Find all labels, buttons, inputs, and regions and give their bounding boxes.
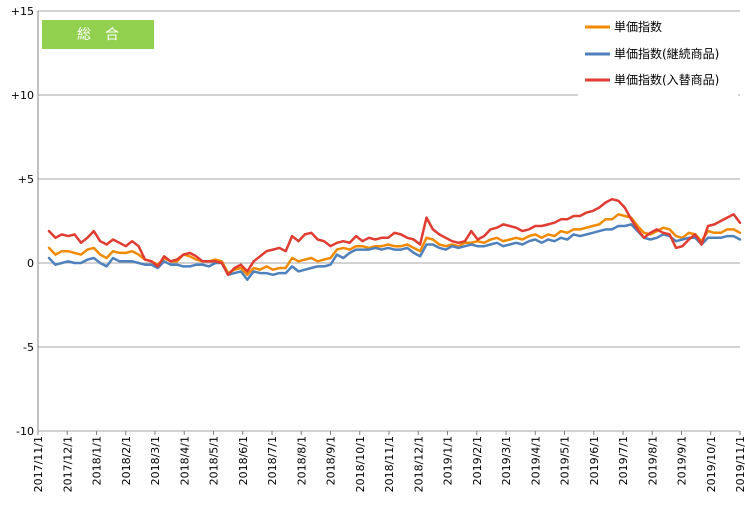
legend: 単価指数 単価指数(継続商品) 単価指数(入替商品) bbox=[578, 16, 738, 96]
legend-label-2: 単価指数(入替商品) bbox=[614, 72, 719, 87]
x-tick-label-3: 2018/2/1 bbox=[120, 436, 133, 485]
x-tick-label-8: 2018/7/1 bbox=[266, 436, 279, 485]
legend-background bbox=[578, 16, 738, 96]
badge: 総 合 bbox=[42, 20, 154, 49]
x-tick-label-2: 2018/1/1 bbox=[91, 436, 104, 485]
y-axis: +15 +10 +5 0 -5 -10 bbox=[11, 5, 39, 438]
x-tick-label-24: 2019/11/1 bbox=[734, 436, 745, 492]
legend-label-0: 単価指数 bbox=[614, 19, 662, 34]
y-tick-label-3: 0 bbox=[27, 257, 34, 270]
x-tick-label-22: 2019/9/1 bbox=[676, 436, 689, 485]
series-line-1 bbox=[47, 223, 742, 282]
x-tick-label-17: 2019/4/1 bbox=[529, 436, 542, 485]
x-tick-label-10: 2018/9/1 bbox=[325, 436, 338, 485]
x-tick-label-18: 2019/5/1 bbox=[559, 436, 572, 485]
y-tick-label-1: +10 bbox=[11, 89, 34, 102]
x-tick-label-1: 2017/12/1 bbox=[61, 436, 74, 492]
series-lines bbox=[47, 197, 742, 282]
x-tick-label-12: 2018/11/1 bbox=[383, 436, 396, 492]
x-tick-label-0: 2017/11/1 bbox=[32, 436, 45, 492]
y-tick-label-4: -5 bbox=[23, 341, 34, 354]
x-axis: 2017/11/1 2017/12/1 2018/1/1 2018/2/1 2018/3… bbox=[32, 431, 745, 492]
x-tick-label-21: 2019/8/1 bbox=[646, 436, 659, 485]
x-tick-label-11: 2018/10/1 bbox=[354, 436, 367, 492]
x-tick-label-15: 2019/2/1 bbox=[471, 436, 484, 485]
y-tick-label-2: +5 bbox=[18, 173, 34, 186]
x-tick-label-5: 2018/4/1 bbox=[178, 436, 191, 485]
series-line-2 bbox=[47, 197, 742, 277]
x-tick-label-20: 2019/7/1 bbox=[617, 436, 630, 485]
x-tick-label-7: 2018/6/1 bbox=[237, 436, 250, 485]
badge-background bbox=[42, 20, 154, 49]
x-tick-label-16: 2019/3/1 bbox=[500, 436, 513, 485]
x-tick-label-13: 2018/12/1 bbox=[412, 436, 425, 492]
x-tick-label-4: 2018/3/1 bbox=[149, 436, 162, 485]
x-tick-label-14: 2019/1/1 bbox=[442, 436, 455, 485]
x-tick-label-19: 2019/6/1 bbox=[588, 436, 601, 485]
badge-label: 総 合 bbox=[77, 27, 119, 43]
x-tick-label-6: 2018/5/1 bbox=[208, 436, 221, 485]
y-tick-label-0: +15 bbox=[11, 5, 34, 18]
x-tick-label-23: 2019/10/1 bbox=[705, 436, 718, 492]
y-tick-label-5: -10 bbox=[16, 425, 34, 438]
legend-label-1: 単価指数(継続商品) bbox=[614, 46, 719, 61]
x-tick-label-9: 2018/8/1 bbox=[295, 436, 308, 485]
